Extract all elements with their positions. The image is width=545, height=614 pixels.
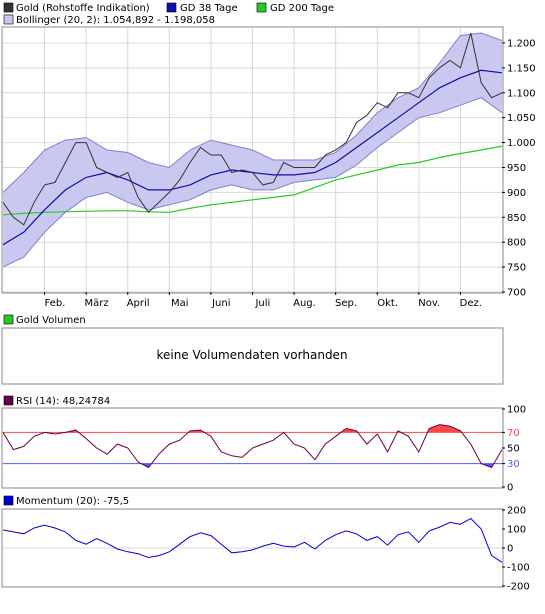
price-x-tick-label: Nov.	[418, 298, 440, 309]
price-y-axis: 700 750 800 850 900 950 1.000 1.050 1.100 1.150 1.…	[502, 38, 536, 299]
momentum-y-tick-label: 200	[507, 506, 526, 517]
rsi-overbought-fill	[439, 424, 451, 433]
price-y-tick-label: 1.000	[507, 138, 536, 149]
price-lines	[2, 32, 503, 246]
rsi-y-axis: 0 30 50 70 100	[502, 405, 526, 494]
legend-gold: Gold (Rohstoffe Indikation)	[16, 3, 150, 14]
momentum-y-tick-label: -100	[507, 563, 530, 574]
price-legend: Gold (Rohstoffe Indikation) GD 38 Tage G…	[3, 2, 334, 26]
legend-volume: Gold Volumen	[16, 315, 86, 326]
legend-gd38: GD 38 Tage	[180, 3, 238, 14]
rsi-overbought-fill	[429, 424, 440, 433]
price-x-tick-label: April	[127, 298, 150, 309]
rsi-y-tick-label: 0	[507, 483, 513, 494]
rsi-legend: RSI (14): 48,24784	[3, 395, 110, 407]
legend-swatch-momentum	[3, 495, 14, 506]
legend-rsi: RSI (14): 48,24784	[16, 396, 110, 407]
legend-gd200: GD 200 Tage	[270, 3, 334, 14]
legend-swatch-gd200	[256, 2, 267, 13]
price-y-tick-label: 800	[507, 238, 526, 249]
legend-swatch-bollinger	[3, 14, 14, 25]
momentum-y-tick-label: -200	[507, 582, 530, 593]
rsi-y-tick-label: 100	[507, 405, 526, 416]
price-y-tick-label: 950	[507, 163, 526, 174]
bollinger-band	[2, 32, 503, 268]
volume-legend: Gold Volumen	[3, 314, 86, 326]
price-y-tick-label: 1.100	[507, 88, 536, 99]
bollinger-lower-line	[2, 97, 503, 268]
bollinger-upper-line	[2, 32, 503, 193]
momentum-line	[2, 517, 503, 563]
gd200-line	[2, 145, 503, 216]
momentum-y-axis: -200 -100 0 100 200	[502, 506, 530, 593]
price-x-tick-label: Juni	[211, 298, 230, 309]
legend-momentum: Momentum (20): -75,5	[16, 496, 129, 507]
momentum-y-tick-label: 0	[507, 544, 513, 555]
rsi-levels	[3, 431, 502, 465]
legend-swatch-gold	[3, 2, 14, 13]
price-y-tick-label: 900	[507, 188, 526, 199]
price-y-tick-label: 750	[507, 263, 526, 274]
price-x-tick-label: Sep.	[335, 298, 357, 309]
price-x-tick-label: Aug.	[293, 298, 316, 309]
rsi-line	[2, 424, 503, 469]
price-y-tick-label: 1.050	[507, 113, 536, 124]
price-y-tick-label: 1.200	[507, 38, 536, 49]
price-x-tick-label: Mai	[171, 298, 189, 309]
price-x-tick-label: Dez.	[460, 298, 482, 309]
price-x-tick-label: Feb.	[45, 298, 66, 309]
rsi-series-line	[2, 424, 503, 469]
rsi-y-tick-label: 30	[507, 459, 520, 470]
price-x-axis: Feb. März April Mai Juni Juli Aug. Sep. Okt. Nov.…	[44, 292, 482, 309]
momentum-y-tick-label: 100	[507, 525, 526, 536]
legend-bollinger: Bollinger (20, 2): 1.054,892 - 1.198,058	[16, 15, 215, 26]
legend-swatch-volume	[3, 314, 14, 325]
price-y-tick-label: 1.150	[507, 63, 536, 74]
price-x-tick-label: Juli	[254, 298, 270, 309]
gold-price-line	[2, 32, 503, 226]
price-y-tick-label: 700	[507, 288, 526, 299]
price-y-tick-label: 850	[507, 213, 526, 224]
legend-swatch-rsi	[3, 395, 14, 406]
legend-swatch-gd38	[166, 2, 177, 13]
price-x-tick-label: März	[85, 298, 109, 309]
volume-empty-message: keine Volumendaten vorhanden	[156, 348, 347, 362]
momentum-series-line	[2, 517, 503, 563]
price-x-tick-label: Okt.	[377, 298, 398, 309]
momentum-legend: Momentum (20): -75,5	[3, 495, 129, 507]
volume-plot-area	[1, 327, 504, 385]
rsi-y-tick-label: 70	[507, 428, 520, 439]
rsi-y-tick-label: 50	[507, 444, 520, 455]
